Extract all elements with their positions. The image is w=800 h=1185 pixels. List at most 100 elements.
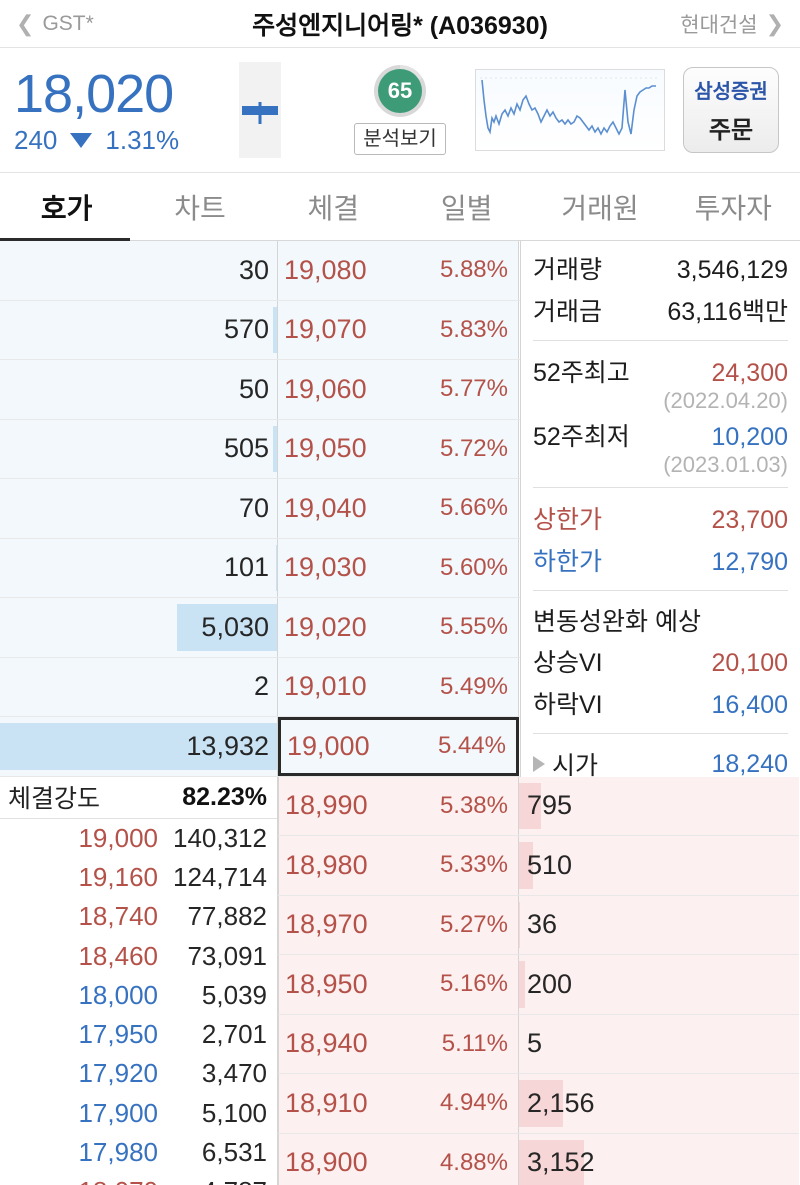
ask-price-cell[interactable]: 19,060 5.77% xyxy=(278,360,519,419)
broker-name: 삼성증권 xyxy=(694,81,768,103)
bid-quantity-cell[interactable]: 510 xyxy=(519,836,799,895)
bid-price-cell[interactable]: 18,940 5.11% xyxy=(278,1014,519,1073)
tab-investors[interactable]: 투자자 xyxy=(694,192,772,224)
ask-quantity-cell[interactable]: 505 xyxy=(0,419,278,478)
ask-list: 30 19,080 5.88% 570 19,070 5.83% 50 19,0… xyxy=(0,241,520,777)
orderbook-bid-row[interactable]: 18,990 5.38% 795 xyxy=(278,776,799,836)
ask-quantity-cell[interactable]: 570 xyxy=(0,300,278,359)
trade-row[interactable]: 17,950 2,701 xyxy=(0,1014,277,1055)
trade-volume: 5,039 xyxy=(201,979,267,1010)
trade-row[interactable]: 18,740 77,882 xyxy=(0,897,277,937)
amount-row: 거래금 63,116백만 xyxy=(533,289,788,331)
tab-brokers[interactable]: 거래원 xyxy=(561,192,639,224)
trade-row[interactable]: 19,000 140,312 xyxy=(0,818,277,858)
bid-price-cell[interactable]: 18,950 5.16% xyxy=(278,955,519,1014)
ask-quantity-cell[interactable]: 70 xyxy=(0,479,278,538)
ask-quantity-cell[interactable]: 101 xyxy=(0,538,278,597)
bid-quantity-cell[interactable]: 795 xyxy=(519,776,799,835)
trade-row[interactable]: 17,900 5,100 xyxy=(0,1093,277,1133)
trade-volume: 3,470 xyxy=(201,1058,267,1089)
orderbook-bid-row[interactable]: 18,980 5.33% 510 xyxy=(278,836,799,896)
current-price: 18,020 xyxy=(14,63,174,124)
analysis-score-block[interactable]: 65 분석보기 xyxy=(341,65,459,155)
ask-quantity-cell[interactable]: 13,932 xyxy=(0,717,278,776)
page-title: 주성엔지니어링* (A036930) xyxy=(252,11,548,40)
bid-quantity-cell[interactable]: 200 xyxy=(519,955,799,1014)
analysis-button[interactable]: 분석보기 xyxy=(354,123,446,155)
ask-price: 19,050 xyxy=(284,433,367,464)
trade-row[interactable]: 17,920 3,470 xyxy=(0,1054,277,1094)
orderbook-ask-row[interactable]: 70 19,040 5.66% xyxy=(0,479,520,539)
trade-price: 18,740 xyxy=(78,901,158,932)
orderbook-bid-row[interactable]: 18,950 5.16% 200 xyxy=(278,955,799,1015)
orderbook-ask-row[interactable]: 2 19,010 5.49% xyxy=(0,657,520,717)
bid-percent: 4.94% xyxy=(439,1089,508,1117)
open-row: 시가 18,240 xyxy=(533,743,788,785)
next-stock-button[interactable]: 현대건설 ❯ xyxy=(594,9,784,39)
trade-row[interactable]: 18,070 4,787 xyxy=(0,1172,277,1185)
low52-value: 10,200 xyxy=(711,423,788,451)
orderbook-ask-row[interactable]: 13,932 19,000 5.44% xyxy=(0,717,520,777)
bid-price-cell[interactable]: 18,910 4.94% xyxy=(278,1074,519,1133)
bid-quantity-cell[interactable]: 2,156 xyxy=(519,1074,799,1133)
tab-trades[interactable]: 체결 xyxy=(307,192,360,224)
bid-price-cell[interactable]: 18,970 5.27% xyxy=(278,895,519,954)
bid-quantity-cell[interactable]: 5 xyxy=(519,1014,799,1073)
orderbook-bid-row[interactable]: 18,940 5.11% 5 xyxy=(278,1014,799,1074)
score-value: 65 xyxy=(387,78,413,103)
trade-row[interactable]: 18,460 73,091 xyxy=(0,936,277,976)
trade-row[interactable]: 17,980 6,531 xyxy=(0,1132,277,1173)
ask-percent: 5.44% xyxy=(437,732,506,760)
orderbook-ask-row[interactable]: 50 19,060 5.77% xyxy=(0,360,520,420)
ask-price-cell[interactable]: 19,050 5.72% xyxy=(278,419,519,478)
orderbook-bid-row[interactable]: 18,900 4.88% 3,152 xyxy=(278,1133,799,1185)
orderbook-ask-row[interactable]: 5,030 19,020 5.55% xyxy=(0,598,520,658)
lower-limit-value: 12,790 xyxy=(711,548,788,576)
volume-row: 거래량 3,546,129 xyxy=(533,247,788,289)
vi-down-value: 16,400 xyxy=(711,691,788,719)
intraday-sparkline-chart[interactable] xyxy=(475,69,665,151)
orderbook-bid-row[interactable]: 18,910 4.94% 2,156 xyxy=(278,1074,799,1134)
bid-price-cell[interactable]: 18,980 5.33% xyxy=(278,836,519,895)
ask-price-cell[interactable]: 19,030 5.60% xyxy=(278,538,519,597)
ask-quantity-cell[interactable]: 5,030 xyxy=(0,598,278,657)
lower-limit-row: 하한가 12,790 xyxy=(533,539,788,581)
ask-quantity-cell[interactable]: 30 xyxy=(0,241,278,300)
trade-volume: 4,787 xyxy=(202,1176,267,1185)
lower-limit-label: 하한가 xyxy=(533,548,603,576)
ask-quantity-cell[interactable]: 2 xyxy=(0,657,278,716)
trade-volume: 77,882 xyxy=(187,901,267,932)
orderbook-ask-row[interactable]: 101 19,030 5.60% xyxy=(0,538,520,598)
bid-quantity-cell[interactable]: 36 xyxy=(519,895,799,954)
ask-volume-bar xyxy=(273,425,277,472)
price-change-block: 240 1.31% xyxy=(14,125,229,156)
orderbook-ask-row[interactable]: 570 19,070 5.83% xyxy=(0,300,520,360)
bid-quantity-cell[interactable]: 3,152 xyxy=(519,1133,799,1185)
trade-price: 18,460 xyxy=(78,940,158,971)
ask-price-cell[interactable]: 19,070 5.83% xyxy=(278,300,519,359)
tab-hoga[interactable]: 호가 xyxy=(40,192,93,224)
bid-price-cell[interactable]: 18,990 5.38% xyxy=(278,776,519,835)
bid-price-cell[interactable]: 18,900 4.88% xyxy=(278,1133,519,1185)
ask-price-cell[interactable]: 19,080 5.88% xyxy=(278,241,519,300)
ask-volume-bar xyxy=(273,306,277,353)
orderbook-ask-row[interactable]: 30 19,080 5.88% xyxy=(0,241,520,301)
ask-price-cell[interactable]: 19,000 5.44% xyxy=(278,717,519,776)
ask-price-cell[interactable]: 19,040 5.66% xyxy=(278,479,519,538)
ask-price-cell[interactable]: 19,020 5.55% xyxy=(278,598,519,657)
orderbook-ask-row[interactable]: 505 19,050 5.72% xyxy=(0,419,520,479)
orderbook-bid-row[interactable]: 18,970 5.27% 36 xyxy=(278,895,799,955)
bid-quantity: 36 xyxy=(527,909,558,940)
tab-daily[interactable]: 일별 xyxy=(440,192,493,224)
high52-label: 52주최고 xyxy=(533,359,630,387)
ask-quantity-cell[interactable]: 50 xyxy=(0,360,278,419)
ask-percent: 5.83% xyxy=(439,315,508,343)
order-button[interactable]: 삼성증권 주문 xyxy=(683,67,779,153)
trade-row[interactable]: 19,160 124,714 xyxy=(0,857,277,898)
tab-chart[interactable]: 차트 xyxy=(174,192,226,224)
prev-stock-button[interactable]: ❮ GST* xyxy=(16,11,206,37)
ask-price-cell[interactable]: 19,010 5.49% xyxy=(278,657,519,716)
trade-price: 18,000 xyxy=(78,979,158,1010)
trade-volume: 124,714 xyxy=(173,861,267,892)
trade-row[interactable]: 18,000 5,039 xyxy=(0,975,277,1015)
